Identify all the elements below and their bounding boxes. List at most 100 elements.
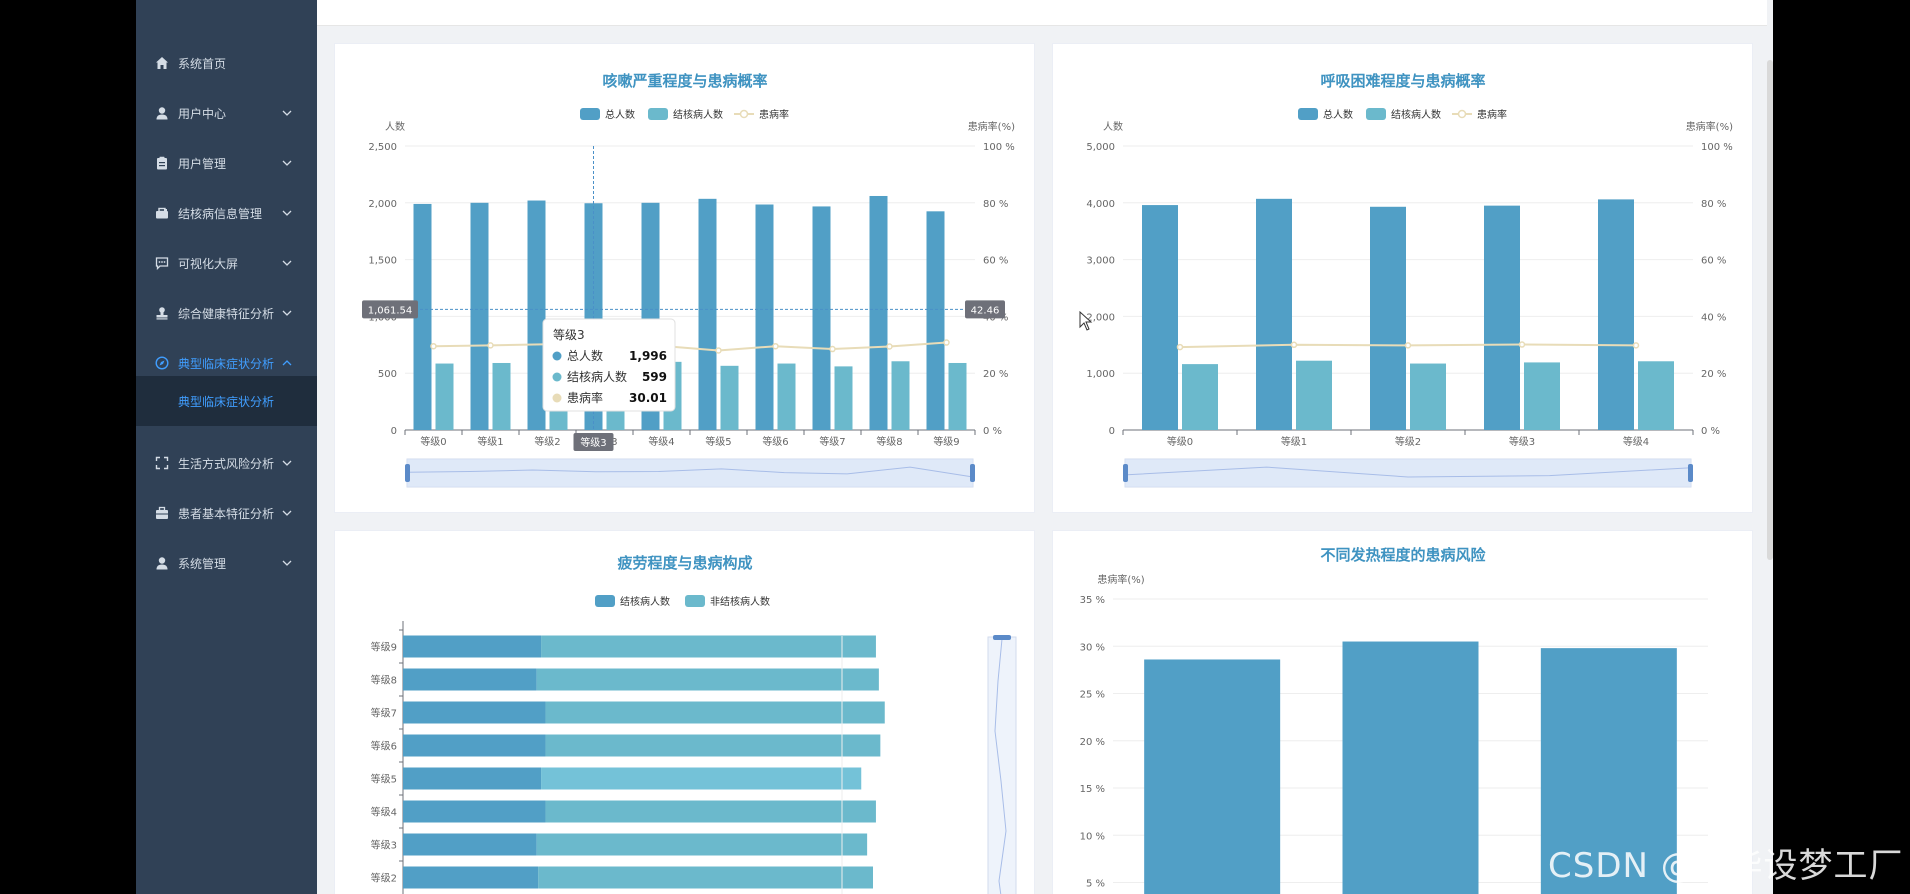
cough-xtick-8: 等级8 — [876, 435, 902, 448]
breath-datazoom-preview — [1124, 466, 1692, 478]
briefcase-icon — [156, 207, 168, 219]
breath-bar-total-0 — [1142, 205, 1178, 430]
crosshair-left-label: 1,061.54 — [368, 305, 413, 316]
scrollbar-track[interactable] — [1767, 0, 1773, 894]
sidebar-item-label: 典型临床症状分析 — [178, 356, 275, 371]
chevron-down-icon — [282, 310, 292, 316]
message-icon — [155, 257, 169, 270]
breath-ylabel-left: 人数 — [1103, 120, 1123, 133]
letterbox-left — [0, 0, 136, 894]
fatigue-bar-nontb-4 — [541, 767, 862, 790]
breath-ytick-left: 5,000 — [1086, 142, 1115, 153]
fever-ytick-4: 25 % — [1080, 690, 1105, 701]
cough-xtick-6: 等级6 — [762, 435, 788, 448]
breath-bar-tb-2 — [1410, 363, 1446, 430]
cough-rate-point-9 — [943, 339, 950, 346]
cough-bar-tb-1 — [492, 362, 511, 430]
cough-xtick-1: 等级1 — [477, 435, 503, 448]
cough-rate-point-1 — [487, 342, 494, 349]
breath-ytick-right: 20 % — [1701, 369, 1726, 380]
fatigue-bar-tb-7 — [403, 866, 539, 889]
sidebar-item-8[interactable]: 患者基本特征分析 — [136, 493, 317, 533]
legend-swatch — [1298, 108, 1318, 120]
datazoom-handle-right-icon — [1688, 464, 1693, 482]
cough-ytick-left: 500 — [378, 369, 397, 380]
sidebar-item-label: 用户管理 — [178, 156, 227, 171]
sidebar-item-label: 生活方式风险分析 — [178, 456, 275, 471]
cough-ytick-right: 0 % — [983, 426, 1002, 437]
breath-bar-total-4 — [1598, 199, 1634, 430]
sidebar: 系统首页用户中心用户管理结核病信息管理可视化大屏综合健康特征分析典型临床症状分析… — [136, 0, 317, 894]
fullscreen-icon — [155, 456, 169, 470]
cough-rate-line — [433, 341, 947, 352]
fatigue-bar-tb-1 — [403, 668, 537, 691]
sidebar-item-5[interactable]: 综合健康特征分析 — [136, 293, 317, 333]
cough-datazoom-preview — [406, 466, 974, 478]
breath-xtick-4: 等级4 — [1623, 435, 1649, 448]
sidebar-item-9[interactable]: 系统管理 — [136, 543, 317, 583]
chevron-down-icon — [282, 160, 292, 166]
cough-chart-card: 咳嗽严重程度与患病概率总人数结核病人数患病率人数患病率(%)05001,0001… — [334, 43, 1035, 513]
sidebar-item-label: 系统管理 — [178, 556, 227, 571]
fatigue-bar-nontb-2 — [545, 701, 885, 724]
breath-ytick-left: 4,000 — [1086, 199, 1115, 210]
fever-chart-card: 不同发热程度的患病风险 患病率(%) 5 % 10 % 15 % 20 % 25 % 30 %… — [1052, 530, 1753, 894]
fever-ytick-2: 15 % — [1080, 784, 1105, 795]
cough-rate-point-8 — [886, 343, 893, 350]
cough-title: 咳嗽严重程度与患病概率 — [602, 72, 767, 90]
user-icon — [156, 107, 168, 120]
sidebar-item-0[interactable]: 系统首页 — [136, 43, 317, 83]
cough-bar-total-6 — [755, 204, 774, 430]
fever-bar-2 — [1540, 648, 1677, 894]
scrollbar-thumb[interactable] — [1767, 60, 1773, 560]
fever-ytick-6: 35 % — [1080, 595, 1105, 606]
sidebar-item-7[interactable]: 生活方式风险分析 — [136, 443, 317, 483]
cough-xtick-4: 等级4 — [648, 435, 674, 448]
crosshair-right-badge — [965, 300, 1005, 319]
tooltip-row-label-2: 患病率 — [567, 390, 603, 405]
fever-ytick-0: 5 % — [1086, 879, 1105, 890]
breath-rate-point-0 — [1176, 343, 1184, 351]
chevron-down-icon — [282, 260, 292, 266]
sidebar-item-1[interactable]: 用户中心 — [136, 93, 317, 133]
breath-ytick-right: 80 % — [1701, 199, 1726, 210]
fatigue-ytick-7: 等级2 — [371, 872, 397, 885]
cough-bar-total-7 — [812, 206, 831, 430]
sidebar-item-label: 结核病信息管理 — [178, 206, 263, 221]
legend-swatch — [685, 595, 705, 607]
legend-label-0: 结核病人数 — [620, 595, 670, 608]
sidebar-item-6[interactable]: 典型临床症状分析 — [136, 343, 317, 383]
sidebar-item-4[interactable]: 可视化大屏 — [136, 243, 317, 283]
breath-bar-tb-1 — [1296, 360, 1332, 430]
breath-ytick-right: 100 % — [1701, 142, 1733, 153]
breath-bar-total-2 — [1370, 206, 1406, 430]
tooltip-title: 等级3 — [553, 328, 585, 342]
sidebar-item-label: 系统首页 — [178, 56, 227, 71]
cough-bar-tb-6 — [777, 363, 796, 430]
sidebar-item-2[interactable]: 用户管理 — [136, 143, 317, 183]
user-icon — [156, 557, 168, 570]
fatigue-bar-nontb-7 — [538, 866, 873, 889]
fatigue-bar-tb-0 — [403, 635, 542, 658]
cough-chart[interactable]: 咳嗽严重程度与患病概率总人数结核病人数患病率人数患病率(%)05001,0001… — [335, 44, 1036, 514]
cough-bar-total-8 — [869, 195, 888, 430]
tooltip-row-label-0: 总人数 — [567, 348, 603, 363]
cough-ytick-right: 20 % — [983, 369, 1008, 380]
fever-bar-0 — [1144, 659, 1281, 894]
watermark: CSDN @IT毕设梦工厂 — [1548, 846, 1904, 886]
cough-ytick-right: 60 % — [983, 256, 1008, 267]
tooltip-row-value-0: 1,996 — [629, 349, 667, 363]
breath-datazoom-selected — [1125, 459, 1691, 487]
main-content: 咳嗽严重程度与患病概率总人数结核病人数患病率人数患病率(%)05001,0001… — [317, 0, 1773, 894]
chevron-down-icon — [282, 210, 292, 216]
sidebar-subitem-clinical[interactable]: 典型临床症状分析 — [136, 376, 317, 426]
breath-bar-tb-0 — [1182, 364, 1218, 430]
legend-label-1: 结核病人数 — [1391, 108, 1441, 121]
tooltip-marker — [552, 351, 562, 361]
sidebar-item-3[interactable]: 结核病信息管理 — [136, 193, 317, 233]
fatigue-bar-nontb-3 — [545, 734, 881, 757]
